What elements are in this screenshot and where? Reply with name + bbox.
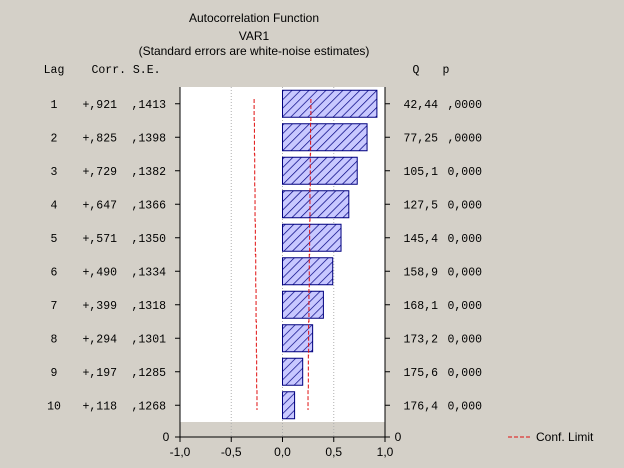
acf-bar (282, 290, 324, 319)
row-se: ,1285 (131, 367, 166, 380)
row-p: 0,000 (447, 400, 482, 413)
row-se: ,1268 (131, 400, 166, 413)
row-q: 127,5 (403, 199, 438, 212)
conf-limit-lower (253, 99, 258, 410)
x-tick-label: 1,0 (377, 445, 394, 459)
header-corr-se: Corr. S.E. (91, 64, 160, 77)
row-p: 0,000 (447, 367, 482, 380)
row-se: ,1366 (131, 199, 166, 212)
row-q: 168,1 (403, 300, 438, 313)
row-p: 0,000 (447, 300, 482, 313)
row-corr: +,571 (82, 233, 117, 246)
row-lag: 6 (51, 266, 58, 279)
row-corr: +,399 (82, 300, 117, 313)
row-lag: 8 (51, 333, 58, 346)
row-se: ,1398 (131, 132, 166, 145)
row-se: ,1413 (131, 99, 166, 112)
row-q: 173,2 (403, 333, 438, 346)
row-q: 176,4 (403, 400, 438, 413)
row-lag: 7 (51, 300, 58, 313)
row-p: ,0000 (447, 99, 482, 112)
acf-bar (282, 190, 350, 219)
row-q: 175,6 (403, 367, 438, 380)
row-lag: 4 (51, 199, 58, 212)
row-se: ,1382 (131, 166, 166, 179)
x-tick-label: -0,5 (221, 445, 242, 459)
acf-bar (282, 391, 296, 420)
conf-limit-group (253, 99, 312, 410)
acf-bar (282, 156, 358, 185)
acf-bar (282, 123, 368, 152)
chart-title: Autocorrelation Function (189, 11, 319, 25)
row-q: 105,1 (403, 166, 438, 179)
row-lag: 9 (51, 367, 58, 380)
chart-note: (Standard errors are white-noise estimat… (139, 44, 370, 58)
row-p: 0,000 (447, 199, 482, 212)
acf-bar (282, 324, 314, 353)
row-p: 0,000 (447, 166, 482, 179)
x-tick-label: -1,0 (170, 445, 191, 459)
row-q: 42,44 (403, 99, 438, 112)
row-se: ,1301 (131, 333, 166, 346)
row-corr: +,118 (82, 400, 117, 413)
row-lag: 5 (51, 233, 58, 246)
row-lag: 3 (51, 166, 58, 179)
row-labels: 1 +,921 ,1413 42,44 ,0000 2 +,825 ,1398 77,25 ,00… (47, 99, 482, 414)
left-axis-zero-label: 0 (163, 430, 170, 444)
row-q: 77,25 (403, 132, 438, 145)
row-p: 0,000 (447, 266, 482, 279)
row-corr: +,490 (82, 266, 117, 279)
header-q: Q (413, 64, 420, 77)
row-lag: 10 (47, 400, 61, 413)
right-axis-zero-label: 0 (395, 430, 402, 444)
row-corr: +,729 (82, 166, 117, 179)
acf-bar (282, 357, 304, 386)
row-lag: 2 (51, 132, 58, 145)
acf-bar (282, 89, 378, 118)
chart-subtitle: VAR1 (239, 29, 270, 43)
x-tick-label: 0,0 (274, 445, 291, 459)
row-se: ,1334 (131, 266, 166, 279)
row-se: ,1350 (131, 233, 166, 246)
y-ticks (175, 103, 390, 438)
x-ticks: -1,0 -0,5 0,0 0,5 1,0 (170, 437, 394, 459)
row-corr: +,197 (82, 367, 117, 380)
row-corr: +,647 (82, 199, 117, 212)
header-lag: Lag (44, 64, 65, 77)
conf-limit-upper (307, 99, 312, 410)
row-corr: +,294 (82, 333, 117, 346)
row-lag: 1 (51, 99, 58, 112)
row-se: ,1318 (131, 300, 166, 313)
header-p: p (443, 64, 450, 77)
acf-bar (282, 257, 334, 286)
legend-conf-limit-label: Conf. Limit (536, 430, 594, 444)
acf-bar (282, 223, 342, 252)
bars-group (282, 89, 378, 420)
row-p: 0,000 (447, 333, 482, 346)
row-corr: +,825 (82, 132, 117, 145)
row-q: 158,9 (403, 266, 438, 279)
x-tick-label: 0,5 (325, 445, 342, 459)
row-p: ,0000 (447, 132, 482, 145)
row-corr: +,921 (82, 99, 117, 112)
row-p: 0,000 (447, 233, 482, 246)
row-q: 145,4 (403, 233, 438, 246)
